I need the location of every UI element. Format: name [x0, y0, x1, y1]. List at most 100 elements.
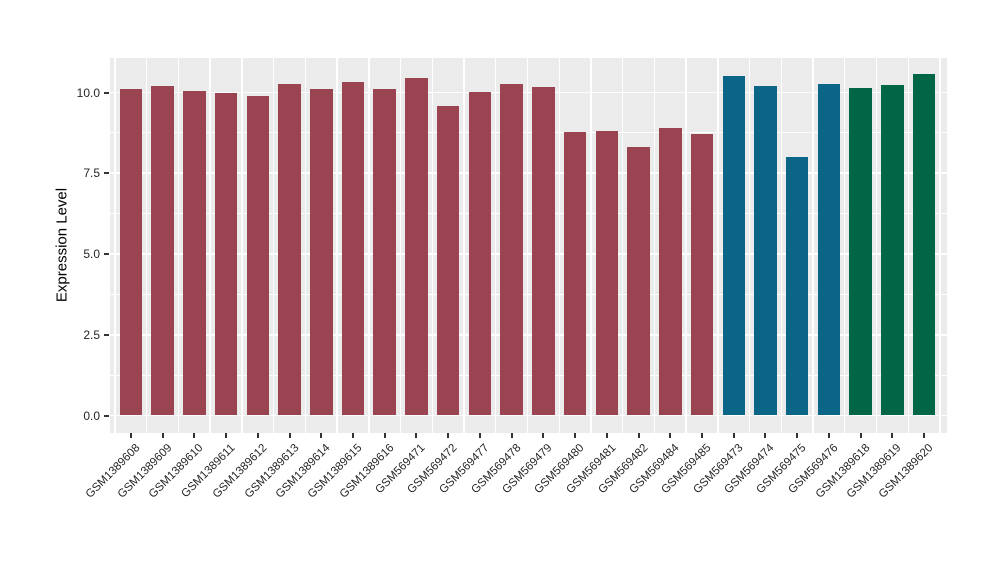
plot-panel: [110, 58, 947, 433]
gridline-vertical: [146, 58, 148, 433]
gridline-vertical: [780, 58, 783, 433]
x-axis-tick: [637, 433, 640, 438]
x-axis-tick: [764, 433, 767, 438]
bar: [627, 147, 650, 416]
x-axis-tick: [351, 433, 354, 438]
x-axis-tick: [193, 433, 196, 438]
gridline-vertical: [431, 58, 433, 433]
x-axis-tick: [415, 433, 418, 438]
y-axis-tick: [104, 172, 109, 175]
gridline-major: [110, 91, 947, 94]
gridline-vertical: [209, 58, 211, 433]
gridline-vertical: [463, 58, 465, 433]
gridline-vertical: [939, 58, 941, 433]
y-axis-title: Expression Level: [53, 187, 71, 303]
y-tick-label: 7.5: [83, 166, 100, 181]
x-axis-tick: [574, 433, 577, 438]
bar: [690, 134, 714, 416]
x-axis-tick: [669, 433, 672, 438]
bar: [849, 87, 872, 416]
x-axis-tick: [796, 433, 799, 438]
bar: [151, 86, 174, 416]
x-tick-label: GSM1389608: [83, 442, 143, 501]
y-tick-label: 10.0: [76, 85, 100, 100]
bar: [532, 87, 555, 416]
bar: [912, 74, 936, 416]
x-axis-tick: [256, 433, 259, 438]
bar: [817, 83, 841, 416]
y-tick-label: 0.0: [83, 408, 100, 423]
bar: [881, 84, 904, 416]
gridline-vertical: [875, 58, 878, 433]
gridline-vertical: [812, 58, 814, 433]
x-axis-tick: [129, 433, 132, 438]
x-axis-tick: [542, 433, 545, 438]
gridline-vertical: [399, 58, 402, 433]
bar: [373, 88, 396, 416]
gridline-vertical: [336, 58, 338, 433]
x-axis-tick: [510, 433, 513, 438]
bar: [183, 90, 206, 416]
gridline-vertical: [272, 58, 275, 433]
gridline-vertical: [685, 58, 687, 433]
y-axis-tick: [104, 91, 109, 94]
x-axis-tick: [288, 433, 291, 438]
bar: [278, 84, 301, 416]
gridline-minor: [110, 132, 947, 134]
gridline-major: [110, 172, 947, 175]
bar: [119, 89, 143, 416]
x-axis-tick: [732, 433, 735, 438]
x-axis-tick: [320, 433, 323, 438]
x-axis-tick: [701, 433, 704, 438]
x-axis-tick: [923, 433, 926, 438]
gridline-vertical: [368, 58, 370, 433]
gridline-major: [110, 333, 947, 336]
gridline-vertical: [241, 58, 243, 433]
y-tick-label: 5.0: [83, 247, 100, 261]
bar: [754, 85, 777, 416]
gridline-vertical: [526, 58, 529, 433]
x-axis-tick: [478, 433, 481, 438]
gridline-major: [110, 253, 947, 255]
bar: [563, 131, 587, 416]
x-axis-tick: [447, 433, 450, 438]
gridline-vertical: [844, 58, 846, 433]
x-axis-tick: [827, 433, 830, 438]
gridline-vertical: [907, 58, 909, 433]
gridline-minor: [110, 293, 947, 295]
gridline-vertical: [717, 58, 719, 433]
gridline-vertical: [748, 58, 751, 433]
gridline-minor: [110, 374, 947, 376]
gridline-minor: [110, 213, 947, 215]
bar: [595, 131, 619, 416]
gridline-vertical: [304, 58, 307, 433]
bar: [468, 92, 492, 416]
gridline-vertical: [653, 58, 656, 433]
y-axis-tick: [104, 333, 109, 336]
gridline-major: [110, 414, 947, 417]
gridline-vertical: [495, 58, 497, 433]
gridline-vertical: [177, 58, 180, 433]
bar: [405, 78, 428, 416]
gridline-vertical: [558, 58, 560, 433]
x-axis-tick: [383, 433, 386, 438]
bar: [246, 96, 270, 416]
gridline-vertical: [114, 58, 116, 433]
bar: [500, 83, 523, 416]
gridline-vertical: [590, 58, 592, 433]
bar: [659, 128, 682, 416]
bar: [310, 88, 333, 416]
bar: [722, 76, 745, 416]
x-axis-tick: [225, 433, 228, 438]
x-axis-tick: [161, 433, 164, 438]
bar: [436, 106, 460, 416]
bar: [214, 93, 238, 416]
gridline-vertical: [621, 58, 624, 433]
bar: [785, 156, 809, 416]
y-axis-tick: [104, 414, 109, 417]
bar: [341, 81, 365, 416]
x-axis-tick: [859, 433, 862, 438]
x-axis-tick: [605, 433, 608, 438]
y-tick-label: 2.5: [83, 327, 100, 342]
